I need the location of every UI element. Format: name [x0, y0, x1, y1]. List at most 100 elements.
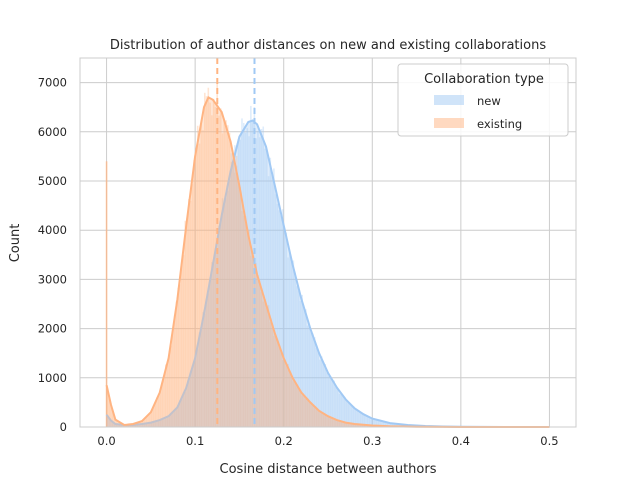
histogram-bar-new — [168, 415, 171, 427]
histogram-bar-new — [370, 418, 373, 427]
x-axis-title: Cosine distance between authors — [220, 462, 437, 477]
histogram-bar-existing — [329, 417, 332, 427]
histogram-bar-new — [142, 423, 144, 427]
histogram-bar-new — [202, 312, 204, 427]
y-tick-label: 4000 — [38, 223, 67, 237]
histogram-bar-existing — [198, 143, 201, 427]
histogram-bar-new — [129, 425, 132, 427]
histogram-bar-new — [283, 230, 286, 427]
y-tick-label: 7000 — [38, 76, 67, 90]
histogram-bar-existing — [161, 382, 164, 427]
histogram-bar-existing — [281, 359, 284, 427]
histogram-bar-new — [365, 415, 367, 427]
histogram-bar-new — [375, 419, 378, 427]
histogram-bar-new — [251, 120, 254, 428]
histogram-bar-new — [331, 380, 334, 427]
histogram-bar-existing — [200, 121, 203, 428]
histogram-bar-new — [292, 260, 295, 427]
y-tick-label: 5000 — [38, 174, 67, 188]
histogram-bar-new — [154, 421, 156, 427]
histogram-bars — [105, 83, 479, 428]
histogram-bar-new — [312, 333, 314, 427]
histogram-bar-new — [359, 412, 362, 427]
histogram-bar-new — [354, 408, 357, 427]
histogram-bar-existing — [235, 155, 238, 427]
histogram-bar-new — [228, 180, 231, 427]
histogram-bar-existing — [159, 390, 162, 427]
histogram-bar-new — [366, 416, 369, 427]
histogram-bar-existing — [156, 397, 158, 427]
histogram-bar-new — [278, 210, 280, 427]
histogram-bar-new — [267, 176, 270, 427]
histogram-bar-new — [157, 420, 160, 427]
histogram-bar-existing — [303, 395, 305, 427]
histogram-bar-existing — [262, 301, 265, 427]
histogram-bar-new — [377, 420, 380, 427]
histogram-bar-existing — [297, 387, 300, 427]
histogram-bar-new — [239, 139, 241, 427]
y-tick-label: 6000 — [38, 125, 67, 139]
histogram-bar-existing — [239, 187, 241, 427]
histogram-bar-existing — [179, 284, 181, 427]
histogram-bar-existing — [218, 115, 220, 427]
histogram-bar-new — [198, 332, 201, 427]
histogram-bar-new — [358, 412, 360, 427]
histogram-bar-new — [122, 424, 125, 427]
histogram-bar-new — [287, 257, 289, 427]
histogram-bar-new — [196, 349, 199, 427]
histogram-bar-new — [274, 194, 277, 427]
histogram-bar-existing — [108, 398, 110, 427]
histogram-bar-new — [266, 149, 268, 427]
histogram-bar-new — [152, 422, 155, 427]
histogram-bar-new — [234, 145, 236, 427]
mean-lines — [216, 58, 256, 427]
histogram-bar-new — [297, 290, 300, 427]
legend-label-existing: existing — [477, 117, 522, 131]
histogram-bar-existing — [278, 344, 280, 427]
histogram-bar-new — [301, 294, 303, 427]
histogram-bar-new — [110, 420, 112, 427]
histogram-bar-existing — [165, 364, 167, 427]
histogram-bar-new — [299, 300, 302, 427]
legend-title: Collaboration type — [424, 72, 544, 87]
histogram-bar-existing — [173, 315, 176, 427]
histogram-bar-existing — [271, 324, 273, 427]
histogram-bar-existing — [250, 255, 252, 427]
histogram-bar-existing — [312, 405, 314, 427]
histogram-bar-existing — [331, 418, 334, 427]
histogram-bar-existing — [289, 372, 291, 427]
histogram-bar-existing — [149, 413, 151, 427]
histogram-bar-existing — [320, 412, 323, 427]
histogram-bar-new — [188, 379, 190, 427]
histogram-bar-existing — [342, 421, 344, 427]
histogram-bar-existing — [363, 424, 365, 427]
legend: Collaboration type new existing — [397, 63, 569, 137]
histogram-bar-existing — [182, 254, 185, 427]
histogram-bar-existing — [283, 359, 286, 427]
histogram-bar-existing — [345, 422, 348, 427]
histogram-bar-existing — [216, 83, 218, 428]
histogram-bar-new — [310, 332, 312, 427]
histogram-bar-existing — [219, 108, 222, 427]
histogram-bar-existing — [351, 423, 353, 427]
histogram-bar-existing — [186, 217, 188, 427]
histogram-bar-existing — [349, 423, 351, 427]
histogram-bar-existing — [172, 328, 174, 427]
histogram-bar-new — [165, 418, 167, 427]
y-tick-label: 3000 — [38, 272, 67, 286]
histogram-bar-new — [173, 410, 176, 427]
histogram-bar-new — [333, 380, 335, 427]
histogram-bar-existing — [227, 125, 229, 427]
histogram-bar-existing — [241, 210, 243, 427]
histogram-bar-existing — [269, 322, 272, 427]
histogram-bar-existing — [152, 405, 155, 427]
histogram-bar-new — [248, 136, 250, 427]
plot-frame — [79, 57, 577, 428]
histogram-bar-existing — [296, 383, 298, 427]
histogram-bar-existing — [175, 301, 178, 427]
histogram-bar-existing — [301, 395, 303, 427]
histogram-bar-existing — [287, 363, 289, 427]
histogram-bar-new — [271, 174, 273, 427]
histogram-bar-new — [134, 424, 137, 427]
histogram-bar-new — [289, 251, 291, 427]
